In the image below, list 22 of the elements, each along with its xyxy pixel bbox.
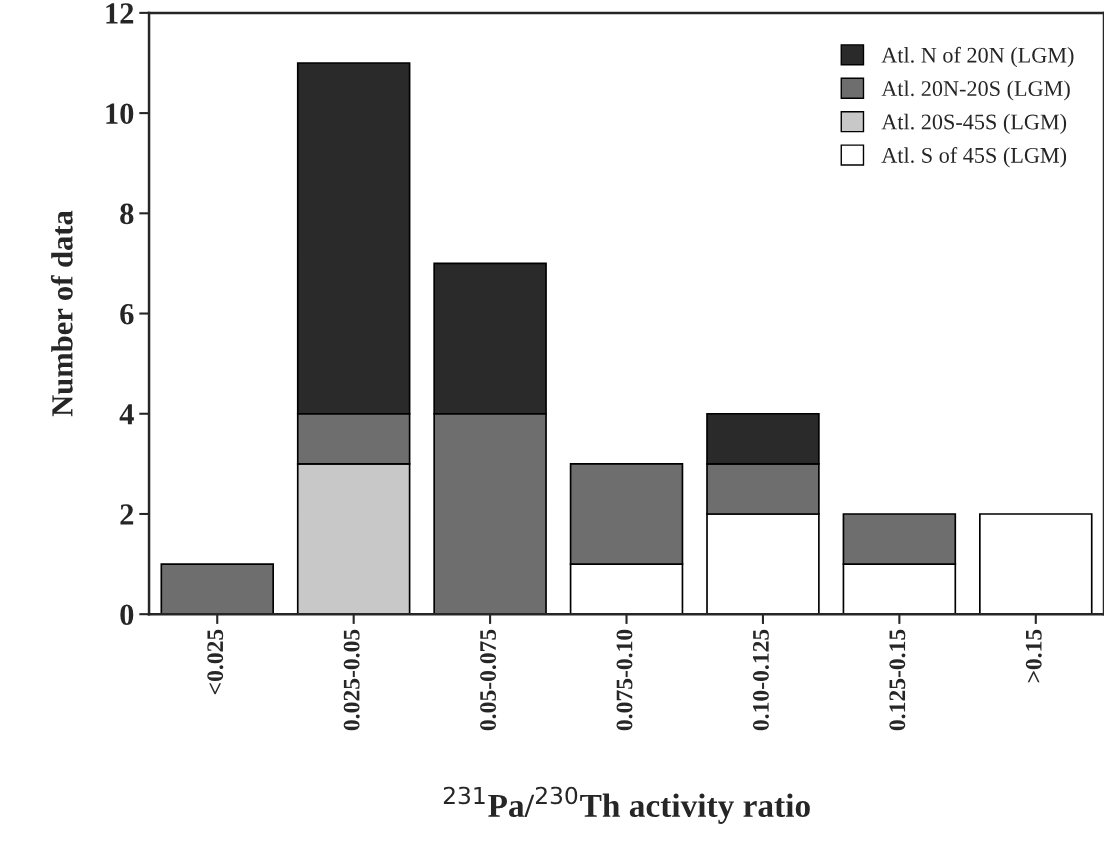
y-tick-label: 4 [119,404,134,425]
x-tick-label: 0.125-0.15 [889,629,906,731]
legend-label: Atl. S of 45S (LGM) [881,147,1067,168]
x-tick-label: 0.05-0.075 [480,629,497,731]
x-axis-title: $^{231}$Pa/$^{230}$Th activity ratio [443,786,810,824]
y-tick-label: 8 [120,203,134,225]
y-axis-title: Number of data [50,210,73,417]
y-tick-label: 2 [120,504,134,525]
legend-label: Atl. 20N-20S (LGM) [881,80,1070,101]
y-tick-label: 6 [120,303,134,325]
x-tick-label: 0.10-0.125 [752,629,769,731]
legend-label: Atl. N of 20N (LGM) [881,46,1074,68]
x-tick-label: >0.15 [1025,629,1042,683]
y-tick-label: 0 [120,604,134,626]
x-tick-label: 0.075-0.10 [616,629,633,731]
legend-label: Atl. 20S-45S (LGM) [881,113,1067,134]
y-tick-label: 12 [106,3,134,24]
bar [160,563,275,615]
x-tick-label: 0.025-0.05 [343,629,360,731]
bar [979,513,1093,615]
x-tick-label: <0.025 [207,629,224,695]
y-tick-label: 10 [106,103,134,124]
